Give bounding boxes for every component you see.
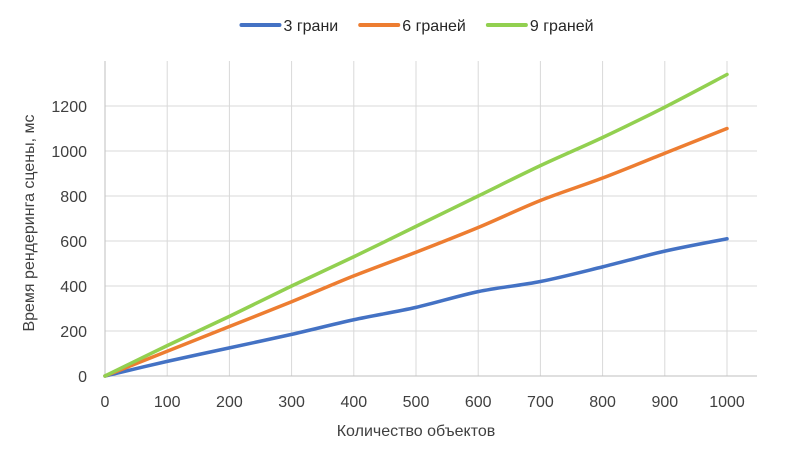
legend-label-1: 3 грани: [283, 18, 338, 35]
y-axis-ticks: 0 200 400 600 800 1000 1200: [51, 99, 87, 386]
x-tick-label: 100: [154, 394, 181, 411]
y-tick-label: 600: [60, 234, 87, 251]
y-tick-label: 800: [60, 189, 87, 206]
series-layer: [103, 72, 729, 378]
x-tick-label: 0: [101, 394, 110, 411]
y-tick-label: 200: [60, 324, 87, 341]
x-tick-label: 500: [403, 394, 430, 411]
gridlines: [104, 61, 757, 377]
legend: 3 грани 6 граней 9 граней: [239, 18, 594, 35]
legend-label-3: 9 граней: [530, 18, 594, 35]
x-tick-label: 1000: [709, 394, 745, 411]
x-tick-label: 400: [340, 394, 367, 411]
legend-label-2: 6 граней: [402, 18, 466, 35]
y-tick-label: 400: [60, 279, 87, 296]
x-tick-label: 800: [589, 394, 616, 411]
y-tick-label: 1200: [51, 99, 87, 116]
x-axis-ticks: 0 100 200 300 400 500 600 700 800 900 1000: [101, 394, 745, 411]
x-tick-label: 600: [465, 394, 492, 411]
series-line-1: [103, 237, 729, 378]
x-axis-title: Количество объектов: [337, 423, 496, 440]
y-tick-label: 1000: [51, 144, 87, 161]
x-tick-label: 700: [527, 394, 554, 411]
series-line-3: [103, 72, 729, 378]
y-axis-title: Время рендеринга сцены, мс: [21, 114, 38, 331]
y-tick-label: 0: [78, 369, 87, 386]
series-line-2: [103, 126, 729, 378]
x-tick-label: 900: [651, 394, 678, 411]
x-tick-label: 300: [278, 394, 305, 411]
x-tick-label: 200: [216, 394, 243, 411]
